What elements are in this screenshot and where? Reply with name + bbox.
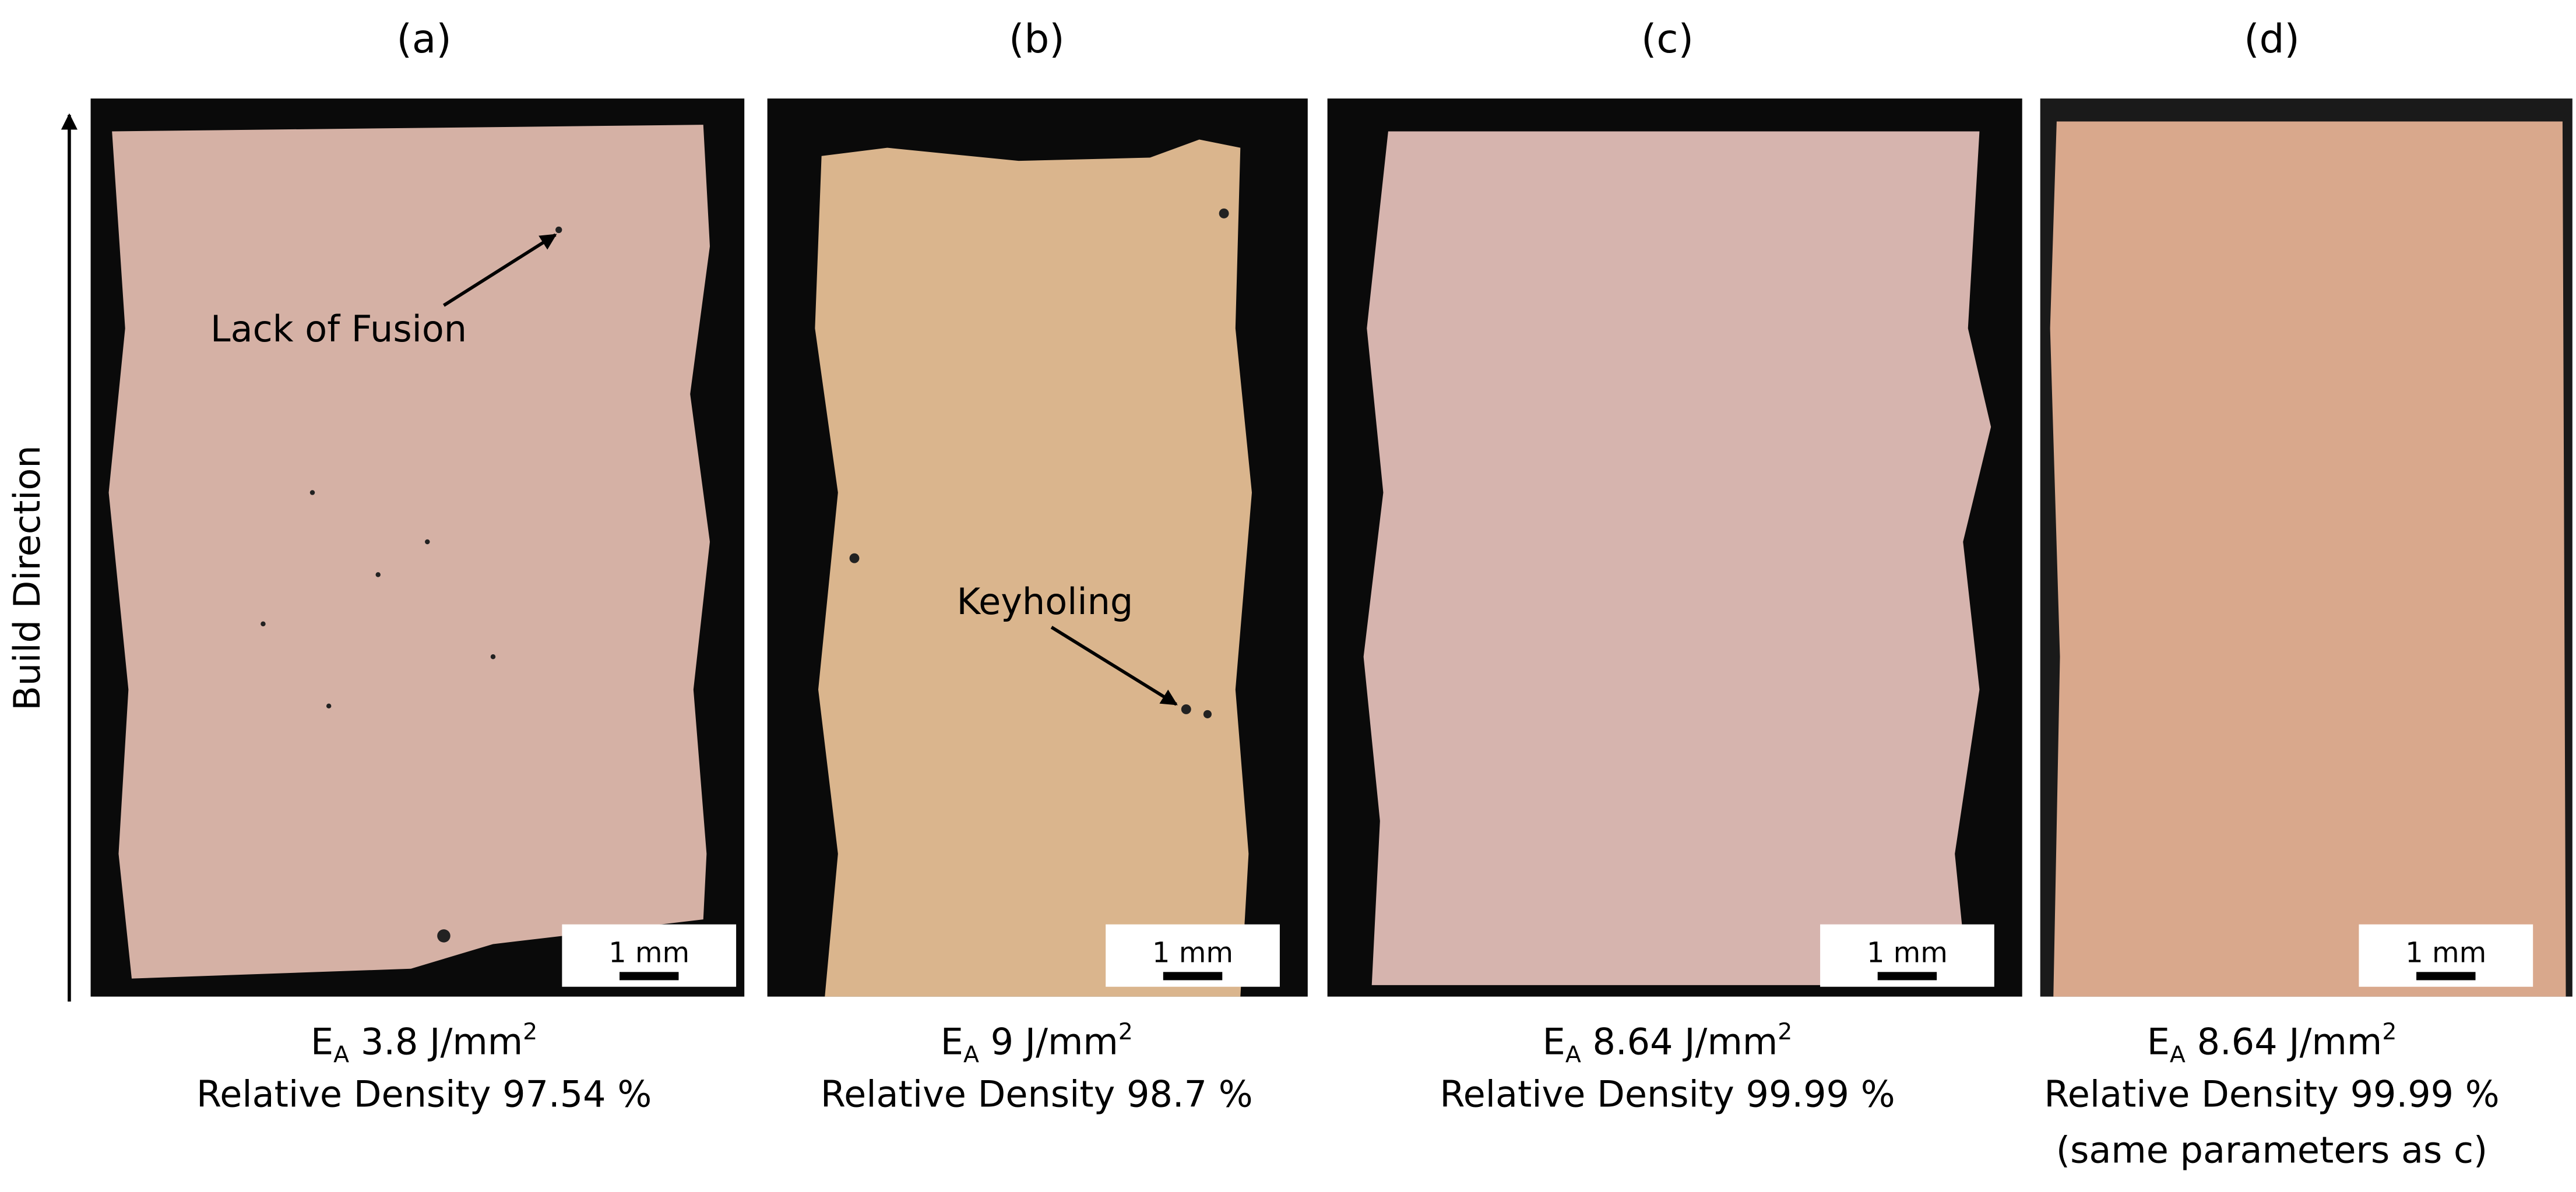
energy-symbol: E [2147, 1020, 2170, 1063]
panel-label: (d) [2244, 16, 2300, 62]
energy-superscript: 2 [1118, 1018, 1133, 1045]
scale-bar [1163, 972, 1223, 981]
scale-bar [2416, 972, 2476, 981]
sample-b [815, 139, 1252, 997]
panel-label: (a) [397, 16, 452, 62]
sample-c [1363, 131, 1991, 985]
energy-superscript: 2 [1778, 1018, 1792, 1045]
scale-bar [1877, 972, 1937, 981]
scale-label: 1 mm [2405, 937, 2486, 969]
scale-label: 1 mm [1867, 937, 1948, 969]
density-caption: Relative Density 97.54 % [196, 1073, 652, 1115]
sample-d [2050, 121, 2566, 997]
energy-subscript: A [1565, 1041, 1581, 1068]
annotation: Lack of Fusion [210, 308, 467, 350]
energy-value: 9 J/mm [979, 1020, 1118, 1063]
sample-a [108, 125, 710, 979]
energy-value: 8.64 J/mm [2186, 1020, 2382, 1063]
energy-symbol: E [1543, 1020, 1565, 1063]
energy-value: 3.8 J/mm [349, 1020, 523, 1063]
energy-symbol: E [311, 1020, 333, 1063]
energy-subscript: A [963, 1041, 979, 1068]
energy-superscript: 2 [523, 1018, 537, 1045]
energy-caption: EA 9 J/mm2 [941, 1018, 1133, 1068]
energy-symbol: E [941, 1020, 963, 1063]
scale-label: 1 mm [1152, 937, 1233, 969]
pores [261, 208, 1229, 943]
energy-value: 8.64 J/mm [1581, 1020, 1778, 1063]
scale-bar [620, 972, 679, 981]
energy-caption: EA 3.8 J/mm2 [311, 1018, 537, 1068]
energy-subscript: A [333, 1041, 349, 1068]
annotation: Keyholing [957, 580, 1134, 623]
density-caption: Relative Density 99.99 % [1440, 1073, 1895, 1115]
panel-label: (b) [1009, 16, 1065, 62]
energy-caption: EA 8.64 J/mm2 [1543, 1018, 1793, 1068]
density-caption: Relative Density 98.7 % [821, 1073, 1253, 1115]
energy-caption: EA 8.64 J/mm2 [2147, 1018, 2397, 1068]
panel-label: (c) [1641, 16, 1694, 62]
scale-label: 1 mm [608, 937, 689, 969]
build-direction: Build Direction [6, 445, 48, 710]
annotation-arrow [1050, 626, 1178, 706]
energy-superscript: 2 [2382, 1018, 2396, 1045]
density-caption: Relative Density 99.99 % [2044, 1073, 2499, 1115]
note-caption: (same parameters as c) [2056, 1128, 2487, 1171]
energy-subscript: A [2170, 1041, 2186, 1068]
annotation-arrow [442, 233, 557, 307]
